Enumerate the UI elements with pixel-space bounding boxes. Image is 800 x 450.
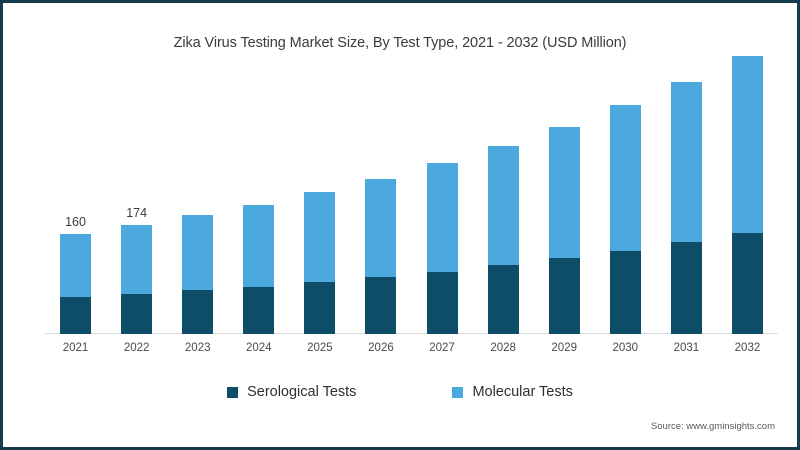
bar-segment-serological-2030[interactable]	[609, 250, 641, 334]
bar-group-2021[interactable]: 160	[60, 215, 92, 334]
bar-group-2022[interactable]: 174	[121, 206, 153, 334]
x-tick-label-2030: 2030	[612, 342, 639, 354]
x-tick-label-2026: 2026	[368, 342, 394, 354]
bar-segment-molecular-2032[interactable]	[731, 55, 763, 233]
bar-group-2027[interactable]	[426, 162, 458, 334]
bar-segment-serological-2029[interactable]	[548, 258, 580, 334]
x-tick-label-2023: 2023	[184, 342, 211, 354]
legend-item-molecular[interactable]: Molecular Tests	[452, 384, 573, 400]
x-axis-baseline	[45, 333, 778, 334]
x-axis-tick-labels: 2021 2022 2023 2024 2025 2026 2027 2028 2029 2030…	[45, 334, 778, 360]
bar-group-2023[interactable]	[182, 215, 214, 334]
chart-legend: Serological Tests Molecular Tests	[3, 384, 797, 400]
bar-segment-molecular-2029[interactable]	[548, 126, 580, 259]
bar-group-2029[interactable]	[548, 126, 580, 334]
x-tick-label-2024: 2024	[245, 342, 272, 354]
bar-segment-serological-2031[interactable]	[670, 242, 702, 334]
bar-segment-molecular-2027[interactable]	[426, 162, 458, 272]
source-note: Source: www.gminsights.com	[650, 421, 775, 432]
x-tick-label-2029: 2029	[551, 342, 577, 354]
legend-swatch-molecular-icon	[452, 386, 464, 398]
bar-segment-serological-2025[interactable]	[304, 282, 336, 334]
x-tick-label-2021: 2021	[62, 342, 89, 354]
x-tick-label-2022: 2022	[123, 342, 150, 354]
bar-segment-serological-2022[interactable]	[121, 294, 153, 334]
bar-segment-molecular-2028[interactable]	[487, 146, 519, 266]
bar-group-2031[interactable]	[670, 81, 702, 334]
bar-value-label-2022: 174	[126, 206, 148, 221]
bar-group-2026[interactable]	[365, 178, 397, 334]
bar-group-2030[interactable]	[609, 105, 641, 334]
legend-label-serological: Serological Tests	[247, 384, 357, 400]
bar-group-2025[interactable]	[304, 192, 336, 334]
x-tick-label-2031: 2031	[673, 342, 700, 354]
legend-item-serological[interactable]: Serological Tests	[227, 384, 356, 400]
bar-segment-serological-2032[interactable]	[731, 232, 763, 334]
bar-segment-serological-2021[interactable]	[60, 297, 92, 334]
bar-group-2028[interactable]	[487, 146, 519, 334]
chart-canvas: Zika Virus Testing Market Size, By Test …	[3, 3, 797, 447]
x-tick-label-2027: 2027	[429, 342, 455, 354]
bar-segment-serological-2023[interactable]	[182, 290, 214, 334]
bar-segment-molecular-2026[interactable]	[365, 178, 397, 278]
bar-segment-molecular-2024[interactable]	[243, 204, 275, 287]
bar-segment-serological-2028[interactable]	[487, 265, 519, 334]
bar-group-2024[interactable]	[243, 204, 275, 334]
bar-segment-molecular-2023[interactable]	[182, 215, 214, 291]
x-tick-label-2025: 2025	[307, 342, 333, 354]
legend-swatch-serological-icon	[227, 386, 239, 398]
chart-title: Zika Virus Testing Market Size, By Test …	[173, 35, 627, 51]
bar-segment-molecular-2022[interactable]	[121, 225, 153, 295]
legend-label-molecular: Molecular Tests	[472, 384, 573, 400]
plot-area: 160 174	[45, 55, 778, 334]
bar-segment-molecular-2021[interactable]	[60, 234, 92, 298]
bar-group-2032[interactable]	[731, 55, 763, 334]
bar-value-label-2021: 160	[65, 215, 86, 230]
bar-segment-molecular-2030[interactable]	[609, 105, 641, 251]
bar-segment-serological-2024[interactable]	[243, 286, 275, 334]
bar-segment-serological-2026[interactable]	[365, 277, 397, 334]
bar-segment-serological-2027[interactable]	[426, 271, 458, 334]
x-tick-label-2032: 2032	[734, 342, 761, 354]
bar-segment-molecular-2025[interactable]	[304, 192, 336, 283]
x-tick-label-2028: 2028	[490, 342, 516, 354]
bar-segment-molecular-2031[interactable]	[670, 81, 702, 243]
